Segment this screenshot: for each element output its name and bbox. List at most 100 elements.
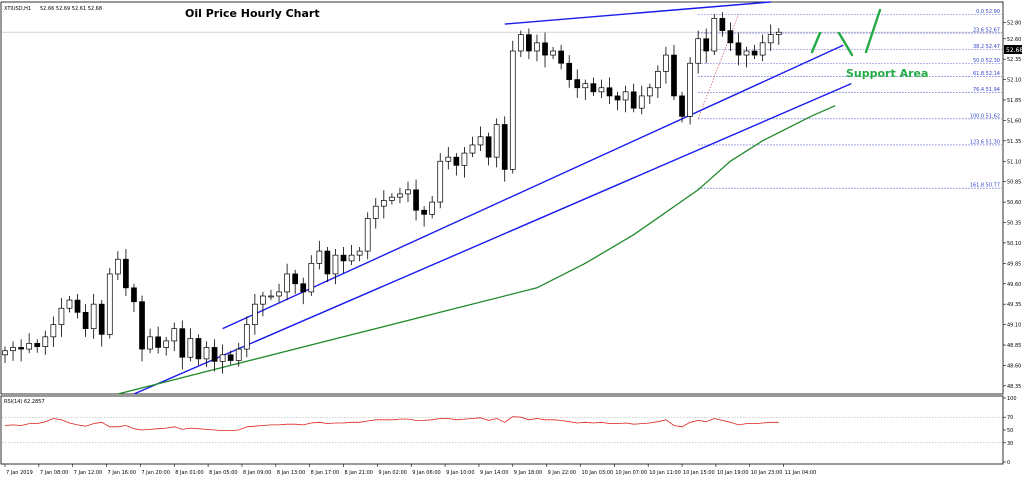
rsi-tick-label: 50 <box>1007 428 1013 434</box>
fib-level-label: 76.4 51.94 <box>973 87 1000 93</box>
candle-body <box>405 189 411 195</box>
symbol-header: XTIUSD,H1 <box>4 6 31 12</box>
time-tick-label: 10 Jan 23:00 <box>751 470 783 476</box>
candle-body <box>759 42 766 56</box>
candle-body <box>42 336 49 347</box>
candle-body <box>526 34 532 52</box>
candle-body <box>66 299 73 309</box>
time-tick-label: 10 Jan 19:00 <box>717 470 749 476</box>
time-tick-label: 9 Jan 22:00 <box>548 470 576 476</box>
rsi-tick-label: 30 <box>1007 441 1013 447</box>
candle-body <box>751 50 758 56</box>
candle-body <box>719 17 726 31</box>
trendline <box>504 1 771 25</box>
current-price-label: 52.68 <box>1006 47 1023 54</box>
time-tick-label: 7 Jan 2019 <box>6 470 33 476</box>
trendlines <box>133 1 852 395</box>
price-tick-label: 50.60 <box>1007 200 1021 206</box>
time-tick-label: 7 Jan 08:00 <box>40 470 68 476</box>
candle-body <box>509 50 516 170</box>
candle-body <box>235 348 242 361</box>
ohlc-header: 52.66 52.69 52.61 52.68 <box>40 6 102 12</box>
candle-body <box>300 283 307 293</box>
candle-body <box>58 307 65 325</box>
time-tick-label: 7 Jan 12:00 <box>74 470 102 476</box>
candle-body <box>123 258 129 289</box>
fib-level-label: 123.6 51.30 <box>970 139 1000 145</box>
candle-body <box>646 87 653 97</box>
candle-body <box>98 303 105 335</box>
candle-body <box>638 95 645 109</box>
candle-body <box>389 196 395 201</box>
candle-body <box>34 343 41 347</box>
rsi-tick-label: 70 <box>1007 415 1013 421</box>
candle-body <box>534 42 540 52</box>
rsi-line <box>2 416 1002 444</box>
candle-body <box>485 136 492 158</box>
candle-body <box>630 91 637 109</box>
price-tick-label: 52.80 <box>1007 20 1021 26</box>
candle-body <box>276 291 282 297</box>
candle-body <box>445 156 452 162</box>
candle-body <box>155 336 161 348</box>
candle-body <box>413 189 419 211</box>
candle-body <box>767 34 774 44</box>
candle-body <box>703 38 710 52</box>
price-tick-label: 49.85 <box>1007 261 1021 267</box>
price-tick-label: 51.85 <box>1007 98 1021 104</box>
rsi-path <box>4 416 779 432</box>
candle-body <box>332 254 339 275</box>
time-tick-label: 10 Jan 03:00 <box>581 470 613 476</box>
candle-body <box>655 71 661 89</box>
time-tick-label: 9 Jan 14:00 <box>480 470 508 476</box>
candle-body <box>582 83 589 89</box>
candle-body <box>163 340 170 348</box>
candle-body <box>147 336 153 350</box>
candle-body <box>284 273 290 293</box>
candle-body <box>195 338 202 360</box>
price-tick-label: 51.60 <box>1007 118 1021 124</box>
price-tick-label: 52.60 <box>1007 37 1021 43</box>
candle-body <box>517 34 524 52</box>
time-tick-label: 8 Jan 05:00 <box>209 470 237 476</box>
current-price-marker <box>1004 45 1022 54</box>
candle-body <box>348 254 355 262</box>
candle-body <box>340 254 347 262</box>
projected-path-segment <box>810 31 822 54</box>
candle-body <box>356 250 363 256</box>
rsi-tick-label: 0 <box>1007 460 1010 466</box>
candle-body <box>90 303 97 330</box>
candle-body <box>622 91 629 101</box>
candle-body <box>10 347 16 352</box>
candle-body <box>687 62 693 117</box>
price-tick-label: 48.85 <box>1007 343 1021 349</box>
candle-body <box>139 301 145 350</box>
candle-body <box>380 200 387 207</box>
moving-average-path <box>117 105 836 395</box>
candle-body <box>469 144 476 154</box>
price-tick-label: 50.85 <box>1007 180 1021 186</box>
rsi-axis: 100 70 50 30 0 <box>1003 396 1017 466</box>
price-tick-label: 52.35 <box>1007 57 1021 63</box>
candle-body <box>203 347 210 360</box>
candlesticks <box>2 12 782 374</box>
rsi-label: RSI(14) 62.2857 <box>4 399 45 405</box>
candle-body <box>590 83 597 93</box>
candle-body <box>268 295 274 298</box>
candle-body <box>566 62 573 80</box>
trendline <box>133 83 852 395</box>
candle-body <box>171 328 178 342</box>
candle-body <box>663 54 669 72</box>
fib-level-label: 23.6 52.67 <box>973 28 1000 34</box>
projected-path-segment <box>864 8 882 54</box>
time-tick-label: 10 Jan 15:00 <box>683 470 715 476</box>
candle-body <box>727 30 734 44</box>
time-tick-label: 8 Jan 09:00 <box>243 470 271 476</box>
moving-average-line <box>117 105 836 395</box>
candle-body <box>501 124 508 170</box>
chart-title: Oil Price Hourly Chart <box>185 7 320 20</box>
price-tick-label: 52.10 <box>1007 78 1021 84</box>
price-tick-label: 49.35 <box>1007 302 1021 308</box>
candle-body <box>50 324 57 338</box>
